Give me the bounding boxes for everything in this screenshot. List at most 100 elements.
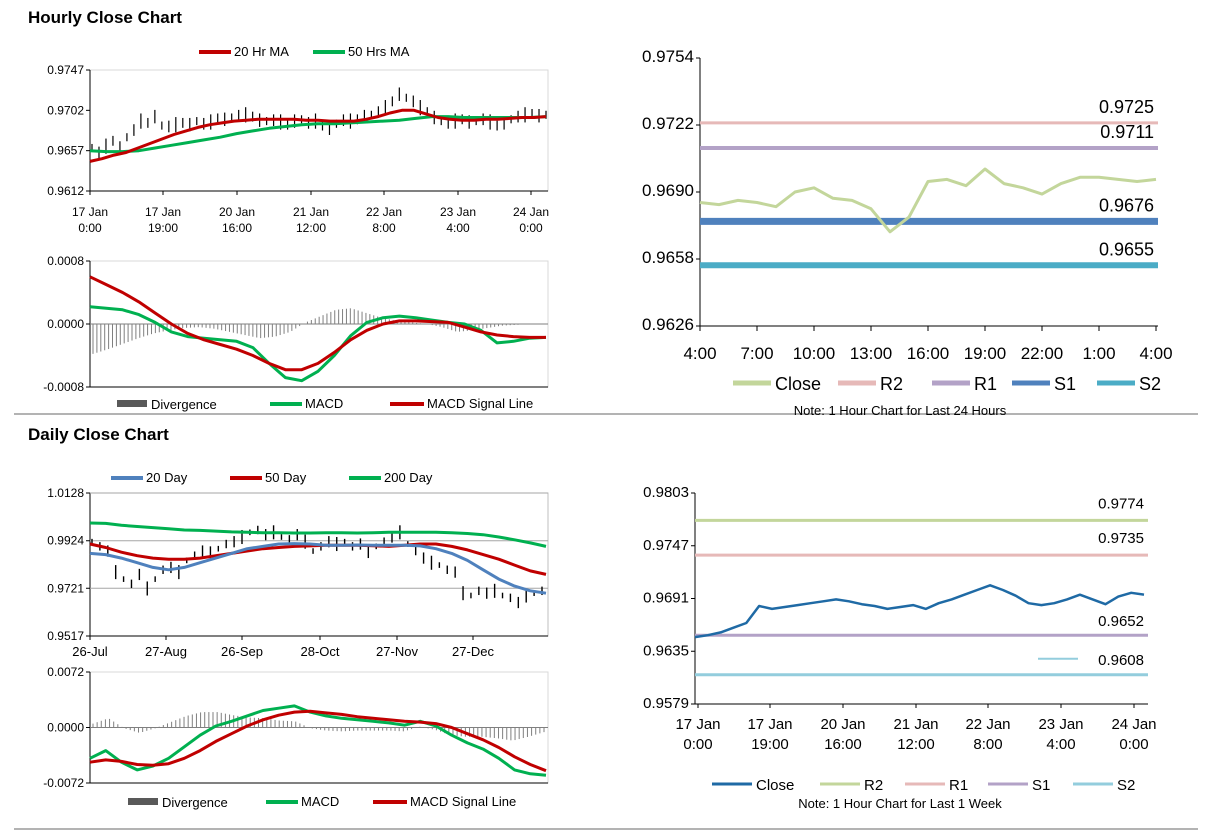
hourly-20hr-ma-line bbox=[89, 108, 547, 163]
hourly-price-xtick-label: 0:00 bbox=[519, 221, 543, 235]
hourly-price-ytick-label: 0.9657 bbox=[47, 144, 84, 158]
legend-20hr-ma-label: 20 Hr MA bbox=[234, 44, 289, 59]
hourly-macd-ytick-label: 0.0008 bbox=[47, 254, 84, 268]
hourly-price-xtick-label: 21 Jan bbox=[293, 205, 329, 219]
hourly-section-title: Hourly Close Chart bbox=[28, 8, 182, 27]
hourly-price-xtick-label: 0:00 bbox=[78, 221, 102, 235]
legend-levels-close-label: Close bbox=[775, 374, 821, 394]
hourly-levels-xtick-label: 1:00 bbox=[1082, 344, 1115, 363]
level-s2-label: 0.9655 bbox=[1099, 239, 1154, 259]
daily-price-xtick-label: 26-Sep bbox=[221, 644, 263, 659]
weekly-levels-xtick-label: 19:00 bbox=[751, 736, 789, 753]
legend-daily-macd-label: MACD bbox=[301, 794, 339, 809]
weekly-levels-note: Note: 1 Hour Chart for Last 1 Week bbox=[798, 796, 1002, 811]
legend-weekly-r1-label: R1 bbox=[949, 777, 968, 794]
legend-daily-divergence-label: Divergence bbox=[162, 795, 228, 810]
daily-price-xtick-label: 27-Nov bbox=[376, 644, 418, 659]
legend-hourly-macd-signal-label: MACD Signal Line bbox=[427, 396, 533, 411]
hourly-levels-note: Note: 1 Hour Chart for Last 24 Hours bbox=[794, 403, 1007, 418]
legend-hourly-divergence-label: Divergence bbox=[151, 397, 217, 412]
hourly-levels-xtick-label: 7:00 bbox=[740, 344, 773, 363]
daily-macd-ytick-label: 0.0072 bbox=[47, 665, 84, 679]
legend-20day-label: 20 Day bbox=[146, 470, 188, 485]
weekly-levels-xtick-label: 17 Jan bbox=[675, 716, 720, 733]
legend-hourly-macd-label: MACD bbox=[305, 396, 343, 411]
hourly-price-xtick-label: 23 Jan bbox=[440, 205, 476, 219]
hourly-price-xtick-label: 12:00 bbox=[296, 221, 326, 235]
bottom-divider bbox=[14, 828, 1198, 830]
hourly-price-xtick-label: 22 Jan bbox=[366, 205, 402, 219]
daily-price-xtick-label: 28-Oct bbox=[300, 644, 339, 659]
weekly-levels-xtick-label: 16:00 bbox=[824, 736, 862, 753]
daily-macd-ytick-label: -0.0072 bbox=[43, 776, 84, 790]
weekly-levels-xtick-label: 24 Jan bbox=[1111, 716, 1156, 733]
hourly-price-xtick-label: 8:00 bbox=[372, 221, 396, 235]
hourly-price-plot-area bbox=[89, 69, 549, 192]
weekly-levels-xtick-label: 20 Jan bbox=[820, 716, 865, 733]
legend-weekly-s1-label: S1 bbox=[1032, 777, 1050, 794]
weekly-levels-xtick-label: 8:00 bbox=[973, 736, 1002, 753]
hourly-levels-xtick-label: 4:00 bbox=[1139, 344, 1172, 363]
weekly-levels-xtick-label: 17 Jan bbox=[747, 716, 792, 733]
legend-weekly-s2-label: S2 bbox=[1117, 777, 1135, 794]
level-r2-label: 0.9725 bbox=[1099, 97, 1154, 117]
legend-50day-label: 50 Day bbox=[265, 470, 307, 485]
hourly-levels-xtick-label: 19:00 bbox=[964, 344, 1007, 363]
hourly-price-xtick-label: 17 Jan bbox=[145, 205, 181, 219]
hourly-levels-close-line bbox=[699, 167, 1157, 234]
hourly-price-xtick-label: 19:00 bbox=[148, 221, 178, 235]
daily-section-title: Daily Close Chart bbox=[28, 425, 169, 444]
hourly-levels-ytick-label: 0.9722 bbox=[642, 114, 694, 133]
section-divider bbox=[14, 413, 1198, 415]
daily-50day-line bbox=[89, 542, 547, 576]
legend-levels-s2-label: S2 bbox=[1139, 374, 1161, 394]
daily-200day-line bbox=[89, 521, 547, 548]
weekly-levels-ytick-label: 0.9747 bbox=[643, 537, 689, 554]
legend-weekly-r2-label: R2 bbox=[864, 777, 883, 794]
hourly-levels-xtick-label: 22:00 bbox=[1021, 344, 1064, 363]
hourly-levels-ytick-label: 0.9754 bbox=[642, 47, 694, 66]
level-r1-label: 0.9711 bbox=[1100, 122, 1154, 142]
weekly-levels-xtick-label: 21 Jan bbox=[893, 716, 938, 733]
daily-macd-line bbox=[89, 704, 547, 777]
weekly-levels-xtick-label: 12:00 bbox=[897, 736, 935, 753]
weekly-levels-ytick-label: 0.9691 bbox=[643, 590, 689, 607]
weekly-levels-ytick-label: 0.9635 bbox=[643, 642, 689, 659]
hourly-levels-xtick-label: 10:00 bbox=[793, 344, 836, 363]
daily-price-ytick-label: 0.9924 bbox=[47, 534, 84, 548]
legend-200day-label: 200 Day bbox=[384, 470, 433, 485]
hourly-50hr-ma-line bbox=[89, 115, 547, 154]
daily-price-xtick-label: 27-Aug bbox=[145, 644, 187, 659]
weekly-levels-ytick-label: 0.9803 bbox=[643, 484, 689, 501]
daily-price-xtick-label: 26-Jul bbox=[72, 644, 108, 659]
weekly-close-line bbox=[694, 584, 1145, 639]
hourly-price-xtick-label: 16:00 bbox=[222, 221, 252, 235]
weekly-level-s1-label: 0.9652 bbox=[1098, 613, 1144, 630]
hourly-price-ytick-label: 0.9612 bbox=[47, 184, 84, 198]
hourly-macd-ytick-label: 0.0000 bbox=[47, 317, 84, 331]
legend-50hrs-ma-label: 50 Hrs MA bbox=[348, 44, 410, 59]
legend-daily-divergence-swatch bbox=[128, 798, 158, 805]
daily-macd-ytick-label: 0.0000 bbox=[47, 721, 84, 735]
legend-weekly-close-label: Close bbox=[756, 777, 794, 794]
hourly-levels-ytick-label: 0.9690 bbox=[642, 181, 694, 200]
legend-levels-s1-label: S1 bbox=[1054, 374, 1076, 394]
hourly-price-xtick-label: 4:00 bbox=[446, 221, 470, 235]
hourly-levels-xtick-label: 16:00 bbox=[907, 344, 950, 363]
weekly-levels-xtick-label: 22 Jan bbox=[965, 716, 1010, 733]
hourly-levels-xtick-label: 13:00 bbox=[850, 344, 893, 363]
hourly-price-ytick-label: 0.9702 bbox=[47, 103, 84, 117]
weekly-level-s2-label: 0.9608 bbox=[1098, 652, 1144, 669]
hourly-price-ytick-label: 0.9747 bbox=[47, 63, 84, 77]
hourly-levels-ytick-label: 0.9626 bbox=[642, 315, 694, 334]
weekly-level-r1-label: 0.9735 bbox=[1098, 530, 1144, 547]
hourly-price-xtick-label: 17 Jan bbox=[72, 205, 108, 219]
hourly-price-xtick-label: 20 Jan bbox=[219, 205, 255, 219]
hourly-macd-ytick-label: -0.0008 bbox=[43, 380, 84, 394]
hourly-levels-xtick-label: 4:00 bbox=[683, 344, 716, 363]
hourly-macd-line bbox=[89, 305, 547, 383]
daily-price-plot-area bbox=[89, 492, 549, 637]
daily-20day-line bbox=[89, 542, 547, 595]
weekly-levels-ytick-label: 0.9579 bbox=[643, 695, 689, 712]
daily-macd-signal-line bbox=[89, 709, 547, 773]
